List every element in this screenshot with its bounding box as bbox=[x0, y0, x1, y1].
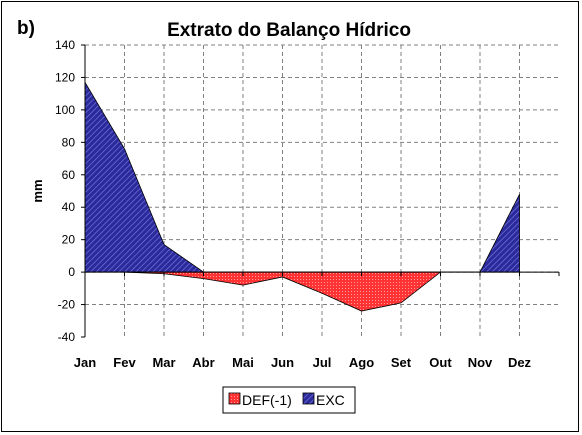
legend-box bbox=[222, 386, 356, 414]
y-tick-label: 0 bbox=[68, 265, 75, 279]
data-areas bbox=[84, 80, 520, 312]
y-tick-label: 140 bbox=[55, 38, 75, 52]
exc-area bbox=[84, 80, 520, 273]
legend-label-def: DEF(-1) bbox=[242, 392, 292, 408]
y-tick-label: 60 bbox=[62, 168, 76, 182]
legend-swatch-def bbox=[228, 392, 241, 405]
x-tick-label: Nov bbox=[468, 355, 493, 370]
axes bbox=[81, 44, 560, 338]
y-tick-label: 120 bbox=[55, 70, 75, 84]
y-tick-label: 20 bbox=[62, 233, 76, 247]
x-tick-label: Ago bbox=[349, 355, 374, 370]
y-tick-label: -20 bbox=[58, 298, 76, 312]
x-tick-labels: Jan Fev Mar Abr Mai Jun Jul Ago Set Out Nov Dez bbox=[74, 355, 532, 370]
y-tick-label: 100 bbox=[55, 103, 75, 117]
chart-title: Extrato do Balanço Hídrico bbox=[167, 20, 411, 41]
y-axis-label: mm bbox=[30, 179, 45, 202]
y-tick-label: 40 bbox=[62, 200, 76, 214]
y-tick-label: 80 bbox=[62, 135, 76, 149]
legend-swatch-exc bbox=[302, 392, 315, 405]
def-area bbox=[85, 271, 520, 312]
x-tick-label: Abr bbox=[192, 355, 214, 370]
panel-label: b) bbox=[17, 18, 35, 39]
y-tick-label: -40 bbox=[58, 330, 76, 344]
legend-label-exc: EXC bbox=[316, 392, 345, 408]
x-tick-label: Mai bbox=[232, 355, 254, 370]
x-tick-label: Mar bbox=[152, 355, 175, 370]
y-tick-labels: -40 -20 0 20 40 60 80 100 120 140 bbox=[55, 38, 75, 344]
x-tick-label: Jan bbox=[74, 355, 96, 370]
x-tick-label: Out bbox=[429, 355, 452, 370]
x-tick-label: Dez bbox=[508, 355, 532, 370]
x-tick-label: Set bbox=[391, 355, 412, 370]
legend: DEF(-1) EXC bbox=[222, 386, 356, 414]
x-tick-label: Jun bbox=[271, 355, 294, 370]
x-tick-label: Jul bbox=[313, 355, 332, 370]
x-tick-label: Fev bbox=[113, 355, 136, 370]
